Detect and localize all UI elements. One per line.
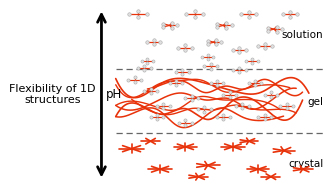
Text: pH: pH [106,88,122,101]
Text: crystal: crystal [288,159,323,169]
Text: gel: gel [307,97,323,107]
Text: solution: solution [282,30,323,40]
Text: Flexibility of 1D
structures: Flexibility of 1D structures [9,84,96,105]
